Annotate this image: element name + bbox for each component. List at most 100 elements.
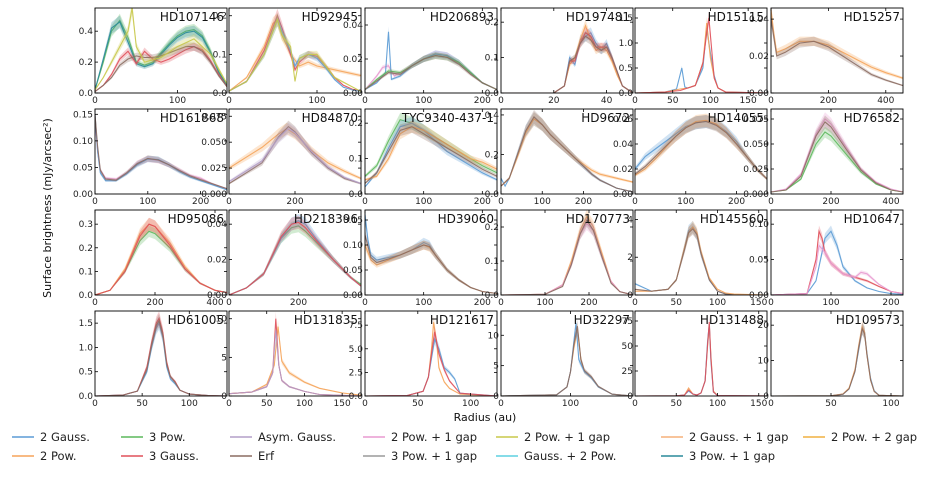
- x-tick-label: 0: [632, 399, 638, 409]
- y-tick-label: 5: [493, 362, 499, 372]
- series-group: [229, 213, 361, 295]
- series-line-1: [365, 31, 497, 91]
- series-band-2: [95, 313, 227, 396]
- x-tick-label: 100: [677, 197, 694, 207]
- panel-frame: [94, 108, 228, 195]
- y-tick-label: 0: [493, 392, 499, 402]
- panel-hd109573: 0 50 100 0 10 20 HD109573: [758, 310, 904, 409]
- x-tick-label: 100: [415, 96, 432, 106]
- series-line-1: [635, 226, 767, 295]
- x-tick-label: 20: [548, 96, 560, 106]
- series-group: [365, 112, 497, 188]
- legend-entry: 2 Gauss.: [12, 430, 90, 444]
- series-line-2: [95, 114, 227, 190]
- y-axis-label: Surface brightness (mJy/arcsec²): [41, 118, 54, 298]
- y-tick-label: 0.04: [613, 140, 633, 150]
- series-group: [95, 217, 227, 295]
- panel-title: HD10647: [844, 212, 900, 226]
- y-tick-label: 0.1: [349, 155, 363, 165]
- series-group: [771, 320, 903, 396]
- series-line-2: [771, 326, 903, 396]
- y-tick-label: 0.00: [343, 89, 363, 99]
- x-tick-label: 200: [820, 96, 837, 106]
- panel-frame: [770, 108, 904, 195]
- x-tick-label: 0: [498, 399, 504, 409]
- series-group: [229, 8, 361, 93]
- y-tick-label: 0.0: [619, 89, 634, 99]
- panel-hd131835: 0 50 100 150 0 5 10 HD131835: [216, 310, 362, 409]
- x-tick-label: 0: [632, 298, 638, 308]
- x-tick-label: 200: [822, 197, 839, 207]
- x-tick-label: 200: [474, 96, 491, 106]
- y-tick-label: 0.02: [613, 165, 633, 175]
- y-tick-label: 7.5: [349, 321, 363, 331]
- series-line-1: [635, 323, 767, 396]
- panel-hd206893: 0 100 200 0.00 0.02 0.04 HD206893: [343, 7, 498, 106]
- series-line-2: [635, 321, 767, 396]
- x-tick-label: 50: [671, 399, 683, 409]
- legend-label: Erf: [258, 449, 275, 463]
- y-tick-label: 0.04: [749, 15, 769, 25]
- y-tick-label: 10: [488, 331, 500, 341]
- series-group: [365, 315, 497, 396]
- panel-frame: [770, 310, 904, 397]
- panel-title: HD206893: [430, 10, 494, 24]
- series-band-0: [95, 112, 227, 190]
- series-line-3: [95, 46, 227, 92]
- x-tick-label: 0: [498, 298, 504, 308]
- x-tick-label: 150: [750, 399, 767, 409]
- x-tick-label: 100: [534, 197, 551, 207]
- y-tick-label: 0.10: [73, 137, 93, 147]
- series-band-1: [771, 12, 903, 87]
- series-line-2: [635, 228, 767, 295]
- series-band-1: [501, 316, 633, 396]
- y-tick-label: 0: [627, 392, 633, 402]
- y-tick-label: 0.0: [485, 89, 500, 99]
- y-tick-label: 0.1: [485, 54, 499, 64]
- y-tick-label: 0.10: [749, 220, 769, 230]
- series-band-1: [365, 240, 497, 294]
- panel-frame: [228, 7, 362, 94]
- series-group: [501, 19, 633, 93]
- y-tick-label: 0.2: [213, 12, 227, 22]
- series-band-1: [771, 225, 903, 295]
- x-tick-label: 0: [92, 298, 98, 308]
- series-line-0: [229, 128, 361, 180]
- x-tick-label: 50: [261, 399, 273, 409]
- series-band-1: [95, 15, 227, 91]
- x-tick-label: 0: [362, 197, 368, 207]
- x-tick-label: 0: [632, 96, 638, 106]
- series-line-0: [635, 226, 767, 295]
- series-group: [95, 8, 227, 92]
- series-band-2: [229, 324, 361, 396]
- series-band-2: [771, 322, 903, 396]
- x-tick-label: 0: [768, 399, 774, 409]
- series-band-2: [365, 120, 497, 182]
- panel-title: HD107146: [160, 10, 224, 24]
- panel-title: HD92945: [302, 10, 358, 24]
- y-tick-label: 0.2: [485, 18, 499, 28]
- legend-label: 3 Gauss.: [149, 449, 199, 463]
- y-tick-label: 2.5: [349, 368, 363, 378]
- x-tick-label: 0: [632, 197, 638, 207]
- legend-label: 3 Pow. + 1 gap: [391, 449, 477, 463]
- series-line-0: [229, 225, 361, 295]
- x-tick-label: 150: [750, 298, 767, 308]
- legend-entry: 2 Pow. + 2 gap: [803, 430, 917, 444]
- y-tick-label: 0.2: [79, 58, 93, 68]
- panel-frame: [500, 310, 634, 397]
- series-group: [635, 11, 767, 93]
- y-tick-label: 0.00: [73, 190, 93, 200]
- series-band-3: [365, 52, 497, 90]
- x-tick-label: 400: [877, 96, 894, 106]
- x-tick-label: 100: [415, 197, 432, 207]
- y-tick-label: 0.050: [201, 138, 227, 148]
- legend-entry: 3 Pow.: [121, 430, 186, 444]
- y-tick-label: 0.4: [485, 111, 500, 121]
- x-tick-label: 50: [671, 298, 683, 308]
- panel-frame: [634, 108, 768, 195]
- y-tick-label: 0.04: [343, 21, 363, 31]
